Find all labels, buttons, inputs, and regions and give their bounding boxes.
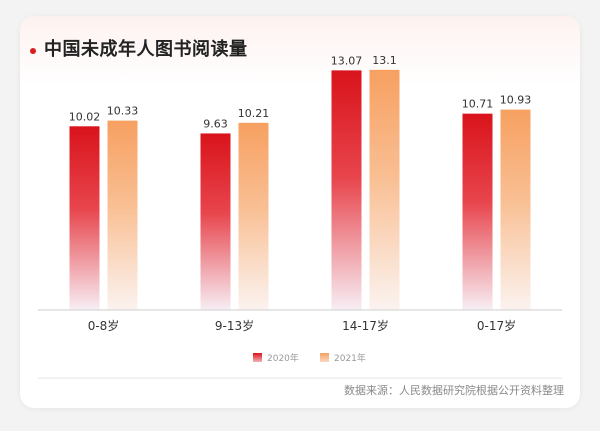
legend-label-2020: 2020年: [267, 352, 299, 364]
x-tick-label: 0-17岁: [477, 318, 516, 333]
data-label: 9.63: [203, 117, 228, 130]
bar-2021-0: [107, 120, 138, 310]
data-label: 13.1: [372, 54, 397, 67]
bar-2021-3: [500, 109, 531, 310]
chart-title: 中国未成年人图书阅读量: [44, 39, 248, 60]
data-label: 13.07: [331, 54, 363, 67]
title-bullet-icon: [30, 48, 36, 54]
bar-2020-3: [462, 113, 493, 311]
legend-label-2021: 2021年: [334, 352, 366, 364]
data-label: 10.93: [500, 94, 532, 107]
x-tick-label: 14-17岁: [342, 318, 389, 333]
bar-2020-0: [69, 126, 100, 310]
data-label: 10.21: [238, 107, 270, 120]
data-label: 10.02: [69, 110, 101, 123]
data-source-note: 数据来源：人民数据研究院根据公开资料整理: [344, 384, 564, 397]
legend-swatch-2021: [320, 353, 329, 362]
data-label: 10.33: [107, 105, 139, 118]
legend-swatch-2020: [253, 353, 262, 362]
data-label: 10.71: [462, 98, 494, 111]
bar-2021-2: [369, 69, 400, 310]
x-tick-label: 9-13岁: [215, 318, 254, 333]
bar-2020-1: [200, 133, 231, 310]
bar-2020-2: [331, 70, 362, 310]
x-tick-label: 0-8岁: [88, 318, 120, 333]
bar-2021-1: [238, 122, 269, 310]
